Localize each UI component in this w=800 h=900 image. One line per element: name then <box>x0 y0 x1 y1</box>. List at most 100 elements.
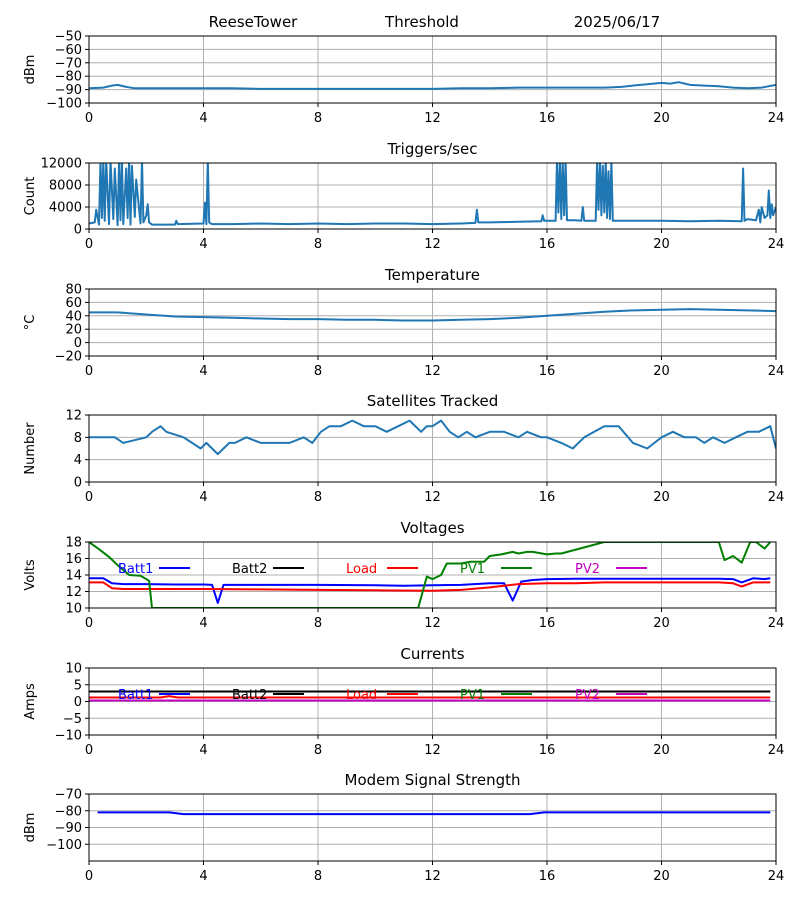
x-tick-label: 16 <box>539 364 556 379</box>
x-tick-label: 16 <box>539 237 556 252</box>
x-tick-label: 0 <box>85 490 93 505</box>
y-tick-label: 40 <box>65 309 82 324</box>
x-tick-label: 20 <box>653 490 670 505</box>
y-tick-label: 5 <box>74 678 82 693</box>
x-tick-label: 16 <box>539 616 556 631</box>
x-tick-label: 8 <box>314 237 322 252</box>
y-tick-label: 0 <box>74 695 82 710</box>
x-tick-label: 0 <box>85 616 93 631</box>
y-tick-label: −70 <box>55 56 82 71</box>
y-tick-label: 4 <box>74 453 82 468</box>
y-tick-label: 0 <box>74 336 82 351</box>
x-tick-label: 16 <box>539 743 556 758</box>
legend-label-pv2: PV2 <box>575 562 600 577</box>
x-tick-label: 24 <box>768 616 785 631</box>
y-tick-label: −20 <box>55 350 82 365</box>
chart-title: Modem Signal Strength <box>345 771 521 789</box>
series-line-data <box>97 811 771 816</box>
x-tick-label: 12 <box>424 743 441 758</box>
x-tick-label: 8 <box>314 616 322 631</box>
x-tick-label: 12 <box>424 364 441 379</box>
series-line-data <box>89 419 776 456</box>
series-line-load <box>89 581 771 592</box>
y-tick-label: −50 <box>55 30 82 45</box>
x-tick-label: 4 <box>199 490 207 505</box>
y-tick-label: −80 <box>55 70 82 85</box>
x-tick-label: 20 <box>653 364 670 379</box>
legend-label-load: Load <box>346 688 377 703</box>
series-line-load <box>89 695 771 699</box>
x-tick-label: 24 <box>768 490 785 505</box>
x-tick-label: 0 <box>85 237 93 252</box>
x-tick-label: 20 <box>653 616 670 631</box>
y-tick-label: −80 <box>55 804 82 819</box>
x-tick-label: 0 <box>85 743 93 758</box>
series-line-data <box>89 163 776 227</box>
x-tick-label: 8 <box>314 364 322 379</box>
x-tick-label: 12 <box>424 490 441 505</box>
legend-label-batt1: Batt1 <box>118 688 153 703</box>
header-station: ReeseTower <box>209 13 299 31</box>
figure-header: ReeseTower Threshold 2025/06/17 <box>209 13 661 31</box>
x-tick-label: 8 <box>314 490 322 505</box>
legend-label-batt2: Batt2 <box>232 562 267 577</box>
x-tick-label: 0 <box>85 111 93 126</box>
x-tick-label: 0 <box>85 869 93 884</box>
x-tick-label: 4 <box>199 237 207 252</box>
y-axis-label: °C <box>23 315 38 331</box>
legend-label-batt2: Batt2 <box>232 688 267 703</box>
y-tick-label: 10 <box>65 662 82 677</box>
x-tick-label: 20 <box>653 237 670 252</box>
x-tick-label: 24 <box>768 869 785 884</box>
y-tick-label: −90 <box>55 821 82 836</box>
x-tick-label: 12 <box>424 111 441 126</box>
y-tick-label: 8 <box>74 431 82 446</box>
y-tick-label: 0 <box>74 223 82 238</box>
y-tick-label: −100 <box>46 838 82 853</box>
x-tick-label: 4 <box>199 111 207 126</box>
chart-panel-2: 0 4 8 12 16 20 24 0 4000 8000 12000 Triggers/sec Cou… <box>23 140 784 252</box>
y-tick-label: 8000 <box>49 179 82 194</box>
y-tick-label: 12 <box>65 585 82 600</box>
y-tick-label: 18 <box>65 536 82 551</box>
x-tick-label: 20 <box>653 111 670 126</box>
legend-label-load: Load <box>346 562 377 577</box>
x-tick-label: 20 <box>653 743 670 758</box>
x-tick-label: 4 <box>199 616 207 631</box>
x-tick-label: 16 <box>539 490 556 505</box>
x-tick-label: 12 <box>424 869 441 884</box>
header-mode: Threshold <box>384 13 459 31</box>
y-tick-label: −10 <box>55 729 82 744</box>
y-axis-label: dBm <box>23 55 38 85</box>
series-line-pv1 <box>89 542 772 608</box>
y-tick-label: −5 <box>63 712 82 727</box>
chart-title: Voltages <box>400 519 464 537</box>
series-line-batt1 <box>89 577 771 604</box>
chart-panel-7: 0 4 8 12 16 20 24 −100 −90 −80−70 Modem Signal Str… <box>23 771 784 884</box>
y-axis-label: Volts <box>23 559 38 591</box>
x-tick-label: 8 <box>314 869 322 884</box>
series-line-data <box>89 308 776 322</box>
y-tick-label: 12 <box>65 409 82 424</box>
y-tick-label: 4000 <box>49 201 82 216</box>
chart-title: Satellites Tracked <box>367 392 498 410</box>
y-axis-label: dBm <box>23 813 38 843</box>
legend-label-pv1: PV1 <box>460 688 485 703</box>
header-date: 2025/06/17 <box>574 13 660 31</box>
x-tick-label: 20 <box>653 869 670 884</box>
legend-label-pv1: PV1 <box>460 562 485 577</box>
x-tick-label: 8 <box>314 111 322 126</box>
x-tick-label: 24 <box>768 237 785 252</box>
y-tick-label: −60 <box>55 43 82 58</box>
chart-title: Temperature <box>384 266 480 284</box>
chart-panel-1: 0 4 8 12 16 20 24 −100−90−80−70−60−50 dBm <box>23 30 784 127</box>
x-tick-label: 0 <box>85 364 93 379</box>
x-tick-label: 12 <box>424 237 441 252</box>
y-tick-label: 80 <box>65 283 82 298</box>
chart-panel-4: 0 4 8 12 16 20 24 0 4 8 12 Satellites Tracked Number <box>23 392 784 505</box>
x-tick-label: 4 <box>199 869 207 884</box>
y-tick-label: −90 <box>55 83 82 98</box>
